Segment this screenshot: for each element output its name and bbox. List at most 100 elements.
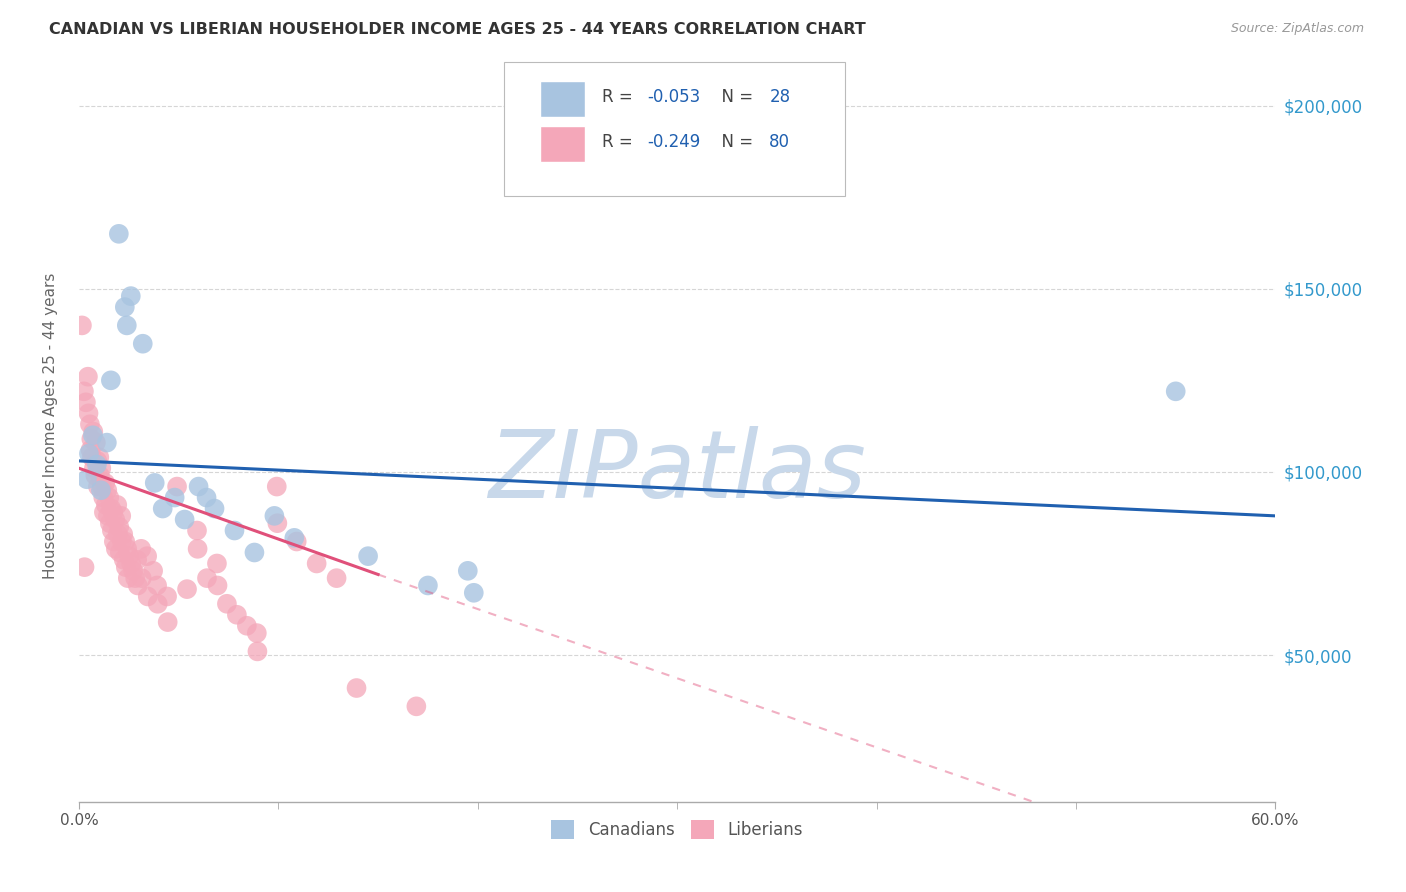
Point xyxy=(120,557,142,571)
Point xyxy=(98,516,121,531)
Point xyxy=(1164,384,1187,399)
Point xyxy=(357,549,380,563)
Point xyxy=(84,435,107,450)
Point xyxy=(90,483,112,498)
Point xyxy=(187,479,209,493)
Point xyxy=(83,461,105,475)
Point xyxy=(97,508,120,523)
Point xyxy=(77,447,100,461)
FancyBboxPatch shape xyxy=(540,80,585,117)
Point xyxy=(195,571,218,585)
Point xyxy=(101,524,124,538)
Point xyxy=(246,626,269,640)
Point xyxy=(136,590,159,604)
Text: -0.249: -0.249 xyxy=(647,133,700,152)
Point xyxy=(283,531,305,545)
Point xyxy=(246,644,269,658)
FancyBboxPatch shape xyxy=(503,62,845,195)
Point xyxy=(122,564,145,578)
Point xyxy=(77,369,100,384)
Text: -0.053: -0.053 xyxy=(647,88,700,106)
Point xyxy=(115,541,138,556)
Text: N =: N = xyxy=(710,133,758,152)
Point xyxy=(86,458,108,472)
Point xyxy=(127,578,149,592)
Point xyxy=(195,491,218,505)
Point xyxy=(132,336,155,351)
Point xyxy=(243,545,266,559)
Point xyxy=(305,557,328,571)
Point xyxy=(108,545,131,559)
Point xyxy=(104,541,127,556)
Point xyxy=(75,395,97,409)
Point xyxy=(117,571,139,585)
Point xyxy=(82,425,104,439)
Point xyxy=(73,560,96,574)
Point xyxy=(463,586,485,600)
Point xyxy=(114,300,136,314)
Point xyxy=(142,564,165,578)
Text: Source: ZipAtlas.com: Source: ZipAtlas.com xyxy=(1230,22,1364,36)
Text: R =: R = xyxy=(602,133,638,152)
Point xyxy=(98,491,121,505)
Point xyxy=(80,450,103,465)
Point xyxy=(70,318,93,333)
Point xyxy=(405,699,427,714)
Point xyxy=(143,475,166,490)
Point xyxy=(346,681,368,695)
Point xyxy=(105,498,128,512)
Point xyxy=(112,553,135,567)
Point xyxy=(91,491,114,505)
Point xyxy=(136,549,159,563)
Point xyxy=(96,483,118,498)
Point xyxy=(156,615,179,629)
Point xyxy=(416,578,439,592)
Text: 80: 80 xyxy=(769,133,790,152)
Point xyxy=(100,373,122,387)
Point xyxy=(94,498,117,512)
Point xyxy=(156,590,179,604)
Point xyxy=(173,512,195,526)
Point xyxy=(104,512,127,526)
Point xyxy=(115,318,138,333)
Point xyxy=(103,505,125,519)
Point xyxy=(87,479,110,493)
Point xyxy=(224,524,246,538)
Point xyxy=(107,527,129,541)
Point xyxy=(129,541,152,556)
Point xyxy=(127,553,149,567)
Point xyxy=(79,417,101,432)
Point xyxy=(100,501,122,516)
Point xyxy=(146,597,169,611)
Point xyxy=(207,578,229,592)
Point xyxy=(118,549,141,563)
Text: N =: N = xyxy=(710,88,758,106)
Point xyxy=(76,472,98,486)
Point xyxy=(205,557,228,571)
Text: CANADIAN VS LIBERIAN HOUSEHOLDER INCOME AGES 25 - 44 YEARS CORRELATION CHART: CANADIAN VS LIBERIAN HOUSEHOLDER INCOME … xyxy=(49,22,866,37)
Point xyxy=(89,450,111,465)
Point xyxy=(96,435,118,450)
Point xyxy=(146,578,169,592)
Point xyxy=(215,597,238,611)
Point xyxy=(176,582,198,596)
Legend: Canadians, Liberians: Canadians, Liberians xyxy=(544,814,810,846)
Point xyxy=(73,384,96,399)
Point xyxy=(166,479,188,493)
Point xyxy=(86,454,108,468)
Point xyxy=(124,571,146,585)
Y-axis label: Householder Income Ages 25 - 44 years: Householder Income Ages 25 - 44 years xyxy=(44,273,58,579)
Point xyxy=(90,479,112,493)
Point xyxy=(285,534,308,549)
Point xyxy=(77,406,100,420)
Point xyxy=(114,534,136,549)
Point xyxy=(114,560,136,574)
Point xyxy=(266,516,288,531)
Point xyxy=(90,461,112,475)
Point xyxy=(204,501,226,516)
Point xyxy=(82,428,104,442)
Point xyxy=(108,227,131,241)
Point xyxy=(131,571,153,585)
Point xyxy=(236,619,259,633)
Point xyxy=(163,491,186,505)
